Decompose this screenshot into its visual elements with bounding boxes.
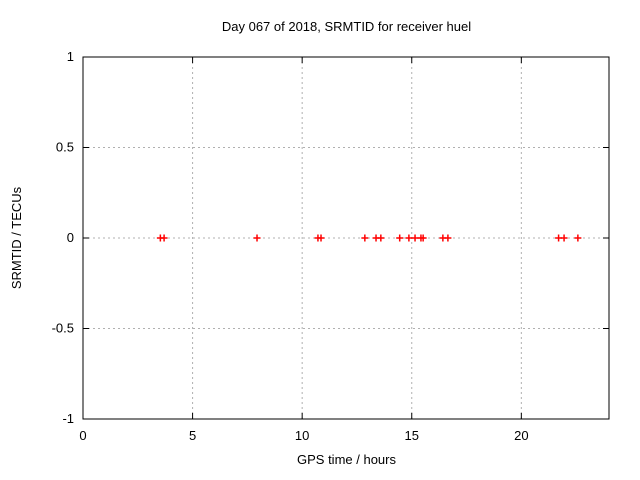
x-tick-label: 0 (79, 428, 86, 443)
data-point (574, 234, 582, 242)
data-point (377, 234, 385, 242)
data-point (317, 234, 325, 242)
plot-border (82, 56, 610, 420)
x-tick-label: 15 (405, 428, 419, 443)
x-axis-label: GPS time / hours (297, 452, 396, 467)
data-point (160, 234, 168, 242)
x-tick-label: 20 (514, 428, 528, 443)
y-tick-label: -1 (62, 411, 74, 426)
data-point (411, 234, 419, 242)
data-point (444, 234, 452, 242)
data-point (253, 234, 261, 242)
data-point (405, 234, 413, 242)
chart-title: Day 067 of 2018, SRMTID for receiver hue… (221, 19, 472, 34)
y-tick-label: 0.5 (56, 140, 74, 155)
data-point (361, 234, 369, 242)
y-tick-label: 0 (67, 230, 74, 245)
data-point (396, 234, 404, 242)
data-point (560, 234, 568, 242)
x-tick-label: 10 (295, 428, 309, 443)
y-tick-label: 1 (67, 49, 74, 64)
y-tick-label: -0.5 (52, 321, 74, 336)
x-tick-label: 5 (189, 428, 196, 443)
data-point (419, 234, 427, 242)
